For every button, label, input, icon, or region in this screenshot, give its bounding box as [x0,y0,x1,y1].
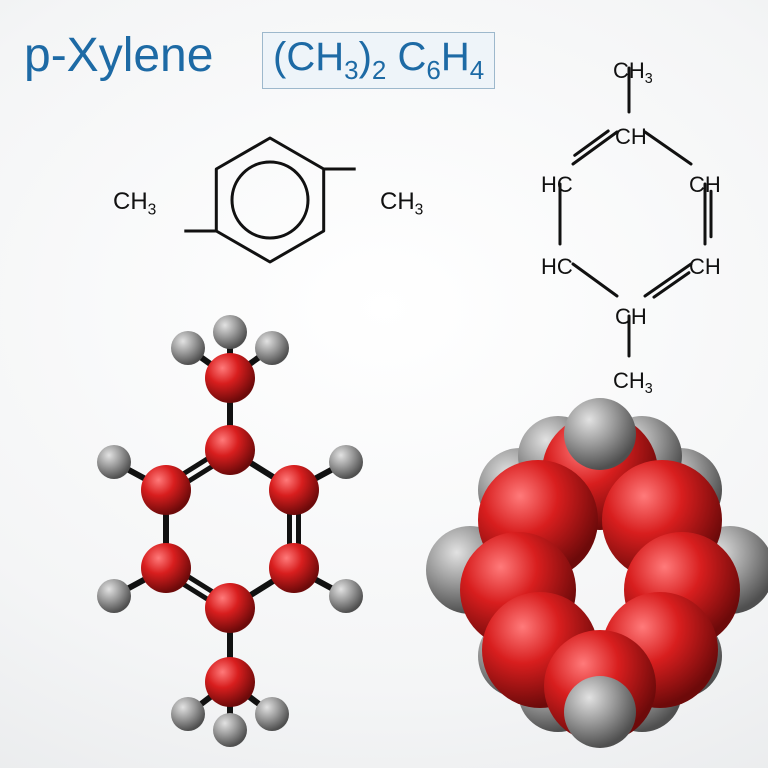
ch-label: CH [615,124,647,150]
ch-label: CH [689,254,721,280]
ch-label: HC [541,172,573,198]
diagram-canvas: p-Xylene (CH3)2 C6H4 CH3 CH3 CH3 CH HC CH HC CH… [0,0,768,768]
methyl-label: CH3 [380,188,423,219]
methyl-label: CH3 [113,188,156,219]
molecular-formula: (CH3)2 C6H4 [262,32,495,89]
compound-title: p-Xylene [24,28,213,83]
ch-label: HC [541,254,573,280]
ch-label: CH [615,304,647,330]
ball-and-stick-model [70,310,390,750]
ch-label: CH3 [613,58,653,87]
ch-label: CH3 [613,368,653,397]
ch-label: CH [689,172,721,198]
skeletal-structure [155,110,385,290]
space-filling-model [440,400,760,750]
